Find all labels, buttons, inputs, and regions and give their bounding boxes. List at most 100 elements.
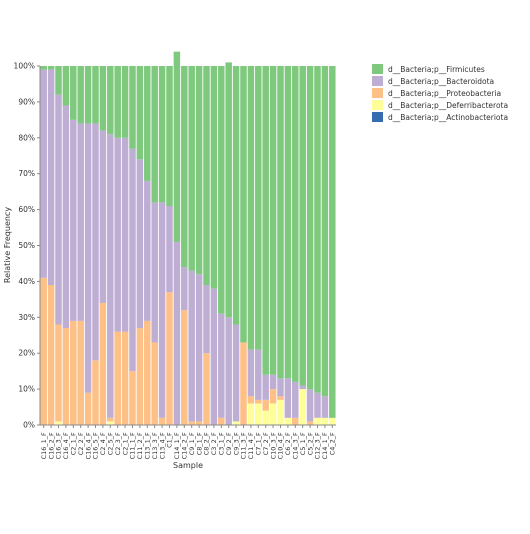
y-axis: 0% 10% 20% 30% 40% 50% 60% 70% 80% 90% 100% (14, 62, 41, 430)
bar-segment (247, 403, 255, 425)
legend-label: d__Bacteria;p__Actinobacteriota (388, 113, 508, 122)
bar-segment (218, 66, 225, 314)
bar-segment (232, 421, 240, 425)
x-tick-label: C16_3_F (55, 432, 63, 459)
bar-segment (203, 353, 210, 425)
bar-segment (99, 130, 107, 303)
y-tick-label: 90% (18, 97, 35, 106)
bar-segment (306, 421, 314, 425)
bar-segment (129, 371, 136, 425)
bar-segment (158, 417, 166, 425)
legend-swatch (372, 76, 383, 86)
legend-label: d__Bacteria;p__Firmicutes (388, 65, 485, 74)
bar-segment (218, 313, 225, 418)
x-tick-label: C3_2_F (210, 432, 218, 455)
bar-segment (314, 66, 321, 393)
bar-segment (284, 66, 292, 379)
bar-segment (136, 159, 144, 329)
bar-segment (121, 66, 129, 138)
bar-segment (195, 274, 203, 422)
bar-segment (40, 277, 47, 425)
bar-segment (292, 417, 299, 425)
bar-segment (114, 137, 121, 332)
bar-segment (314, 417, 321, 425)
bar-segment (240, 66, 247, 343)
bar-segment (269, 66, 277, 375)
bar-segment (262, 374, 269, 400)
bar-segment (136, 66, 144, 160)
bar-segment (92, 123, 99, 361)
x-tick-label: C11_2_F (136, 432, 144, 459)
bar-segment (144, 180, 151, 321)
x-tick-label: C9_3_F (232, 432, 240, 455)
x-tick-label: C5_1_F (299, 432, 307, 455)
x-tick-label: C11_3_F (240, 432, 248, 459)
bar-segment (99, 302, 107, 425)
x-tick-label: C11_4_F (247, 432, 255, 459)
bar-segment (99, 66, 107, 131)
bar-segment (166, 66, 173, 207)
bar-segment (77, 66, 84, 124)
x-tick-label: C2_1_F (121, 432, 129, 455)
bar-segment (70, 320, 77, 425)
x-tick-label: C6_2_F (284, 432, 292, 455)
bar-segment (262, 410, 269, 425)
bar-segment (262, 399, 269, 411)
bar-segment (255, 349, 262, 400)
bar-segment (255, 403, 262, 425)
bar-segment (269, 389, 277, 404)
x-tick-label: C16_4_F (84, 432, 92, 459)
bar-segment (151, 342, 158, 425)
bar-segment (166, 292, 173, 425)
bar-segment (269, 374, 277, 390)
bar-segment (306, 66, 314, 390)
bar-segment (262, 66, 269, 375)
bar-segment (232, 66, 240, 325)
bar-segment (188, 270, 195, 422)
bar-segment (284, 378, 292, 418)
x-tick-label: C13_3_F (151, 432, 159, 459)
bar-segment (121, 331, 129, 425)
bar-segment (55, 324, 62, 422)
bar-segment (240, 342, 247, 425)
bar-segment (247, 349, 255, 397)
bar-segment (55, 421, 62, 425)
bar-segment (62, 105, 70, 329)
bar-segment (107, 421, 114, 425)
bar-segment (84, 392, 92, 425)
bar-segment (277, 66, 284, 379)
bar-segment (210, 288, 218, 425)
bar-segment (195, 66, 203, 275)
bar-segment (121, 137, 129, 332)
bar-segment (247, 66, 255, 350)
bar-segment (92, 66, 99, 124)
x-tick-label: C8_1_F (195, 432, 203, 455)
bar-segment (40, 69, 47, 278)
bar-segment (107, 134, 114, 418)
legend-swatch (372, 88, 383, 98)
bar-segment (55, 66, 62, 95)
x-tick-label: C14_1_F (173, 432, 181, 459)
bar-segment (181, 267, 188, 311)
x-axis: C16_1_F C16_2_F C16_3_F C16_4_F C2_1_F C2_2_F… (40, 424, 337, 459)
bar-segment (203, 66, 210, 285)
legend-label: d__Bacteria;p__Proteobacteria (388, 89, 501, 98)
bar-segment (255, 66, 262, 350)
bar-segment (299, 385, 306, 390)
y-tick-label: 80% (18, 133, 35, 142)
bar-segment (314, 392, 321, 418)
bar-segment (269, 403, 277, 425)
bar-segment (84, 66, 92, 124)
x-tick-label: C10_3_F (269, 432, 277, 459)
bar-segment (62, 328, 70, 425)
y-tick-label: 70% (18, 169, 35, 178)
bar-segment (107, 66, 114, 135)
legend-label: d__Bacteria;p__Bacteroidota (388, 77, 494, 86)
x-tick-label: C2_4_F (99, 432, 107, 455)
y-tick-label: 0% (23, 421, 35, 430)
x-tick-label: C7_2_F (262, 432, 270, 455)
bar-segment (188, 421, 195, 425)
bar-segment (77, 320, 84, 425)
bar-segment (129, 66, 136, 149)
